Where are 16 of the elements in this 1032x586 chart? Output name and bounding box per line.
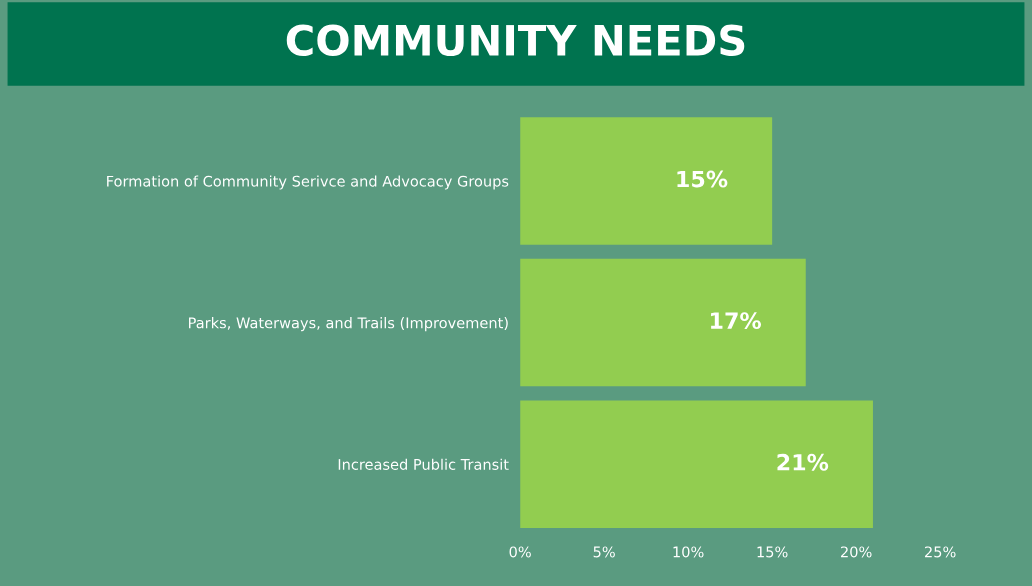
data-label: 15%: [677, 170, 728, 188]
chart-title: COMMUNITY NEEDS: [286, 24, 745, 57]
x-tick-label: 25%: [925, 546, 956, 558]
x-tick-label: 0%: [509, 546, 531, 558]
x-tick-label: 15%: [757, 546, 788, 558]
bar: [520, 400, 873, 528]
x-tick-label: 20%: [841, 546, 872, 558]
x-tick-label: 5%: [593, 546, 615, 558]
y-tick-label: Increased Public Transit: [338, 458, 509, 470]
y-tick-label: Formation of Community Serivce and Advocacy Groups: [107, 175, 509, 190]
y-tick-label: Parks, Waterways, and Trails (Improvement): [189, 317, 508, 332]
data-label: 21%: [777, 453, 829, 471]
x-tick-label: 10%: [673, 546, 704, 558]
bar: [520, 117, 773, 245]
data-label: 17%: [711, 312, 762, 330]
bar: [520, 258, 806, 387]
